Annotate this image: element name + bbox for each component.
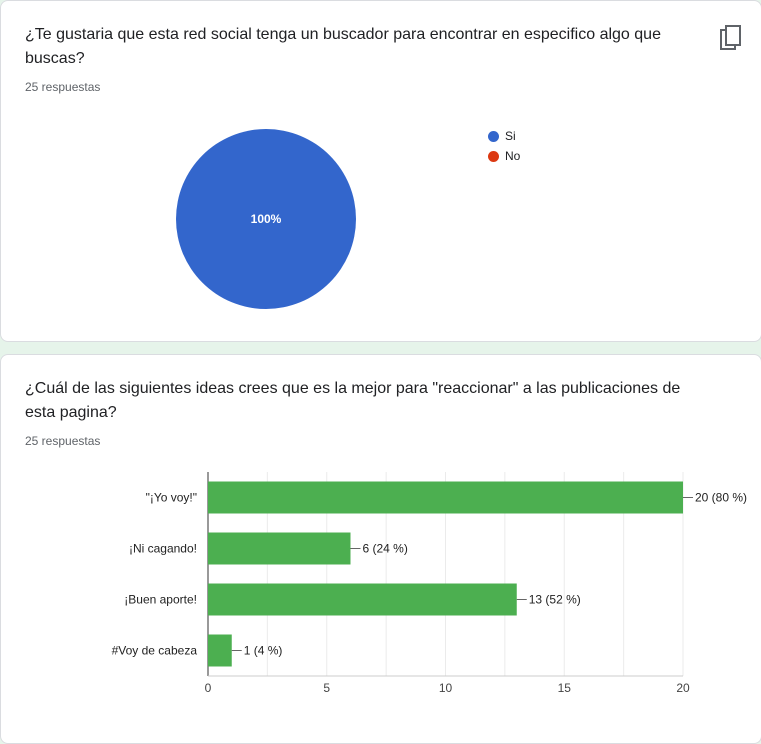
question-title: ¿Te gustaria que esta red social tenga u… — [25, 26, 661, 67]
question-title: ¿Cuál de las siguientes ideas crees que … — [25, 380, 681, 421]
x-tick-label: 5 — [323, 681, 330, 695]
question-card-1: ¿Te gustaria que esta red social tenga u… — [0, 0, 761, 342]
legend-label-si: Si — [505, 129, 516, 143]
bar-chart: 0 5 10 15 20 "¡Yo voy!" 20 (80 %) ¡Ni cagando! 6… — [112, 472, 747, 695]
bar — [208, 481, 683, 514]
pie-chart: 100% — [176, 129, 356, 309]
category-label: ¡Buen aporte! — [124, 593, 197, 607]
pie-legend: Si No — [488, 126, 520, 166]
bar — [208, 583, 517, 616]
legend-item-no: No — [488, 146, 520, 166]
x-tick-label: 15 — [558, 681, 572, 695]
data-label: 1 (4 %) — [244, 644, 283, 658]
copy-icon[interactable] — [719, 25, 745, 53]
question-card-2: ¿Cuál de las siguientes ideas crees que … — [0, 354, 761, 744]
category-label: #Voy de cabeza — [112, 644, 198, 658]
pie-slice-si — [176, 129, 356, 309]
response-count: 25 respuestas — [25, 434, 101, 448]
pie-slice-label: 100% — [251, 212, 282, 226]
legend-item-si: Si — [488, 126, 520, 146]
bar — [208, 634, 232, 667]
legend-label-no: No — [505, 149, 521, 163]
category-label: ¡Ni cagando! — [129, 542, 197, 556]
x-tick-label: 20 — [676, 681, 690, 695]
response-count: 25 respuestas — [25, 80, 101, 94]
legend-dot-no — [488, 150, 499, 162]
x-tick-label: 10 — [439, 681, 453, 695]
category-label: "¡Yo voy!" — [146, 491, 197, 505]
x-tick-label: 0 — [205, 681, 212, 695]
data-label: 6 (24 %) — [363, 542, 408, 556]
bar — [208, 532, 351, 565]
data-label: 20 (80 %) — [695, 491, 747, 505]
legend-dot-si — [488, 130, 499, 142]
data-label: 13 (52 %) — [529, 593, 581, 607]
